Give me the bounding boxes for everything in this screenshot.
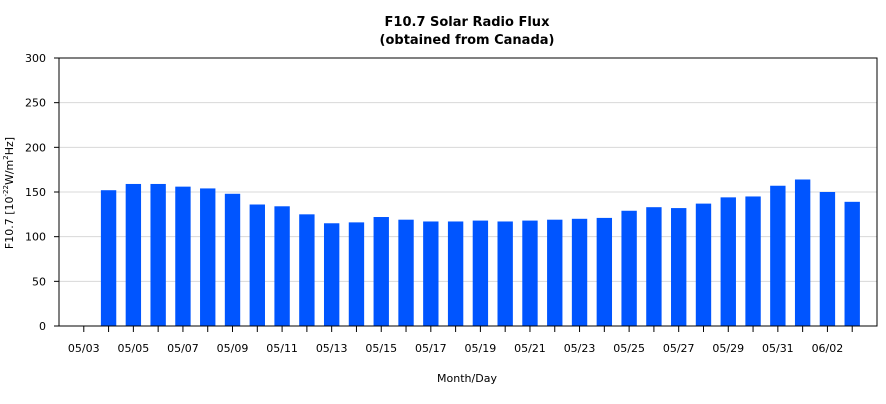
y-axis-label-main: F10.7 [10 bbox=[3, 196, 16, 249]
y-tick-label: 200 bbox=[25, 141, 46, 154]
x-tick-label: 05/11 bbox=[266, 342, 298, 355]
x-tick-label: 05/13 bbox=[316, 342, 348, 355]
bar bbox=[646, 207, 662, 326]
x-tick-label: 05/21 bbox=[514, 342, 546, 355]
bar bbox=[299, 214, 315, 326]
bar bbox=[274, 206, 290, 326]
bar bbox=[423, 221, 439, 326]
bar bbox=[695, 203, 712, 326]
y-tick-label: 300 bbox=[25, 52, 46, 65]
x-tick-label: 05/09 bbox=[217, 342, 249, 355]
bar bbox=[125, 183, 142, 326]
bar bbox=[844, 201, 860, 326]
bar bbox=[249, 204, 265, 326]
bar bbox=[720, 197, 736, 326]
bar bbox=[348, 222, 365, 326]
x-tick-label: 05/07 bbox=[167, 342, 199, 355]
x-axis-label: Month/Day bbox=[437, 372, 497, 385]
chart-subtitle: (obtained from Canada) bbox=[380, 33, 555, 48]
bar bbox=[745, 196, 761, 326]
y-tick-label: 150 bbox=[25, 186, 46, 199]
y-axis-label-exponent: -22 bbox=[2, 185, 10, 196]
x-tick-label: 05/23 bbox=[564, 342, 596, 355]
y-tick-label: 250 bbox=[25, 97, 46, 110]
bar bbox=[497, 221, 513, 326]
bar bbox=[100, 190, 117, 326]
bar bbox=[373, 217, 389, 326]
bar bbox=[200, 188, 216, 326]
x-tick-label: 05/17 bbox=[415, 342, 447, 355]
x-tick-label: 05/31 bbox=[762, 342, 794, 355]
x-tick-label: 05/15 bbox=[365, 342, 397, 355]
bar bbox=[596, 217, 613, 326]
bar bbox=[547, 219, 563, 326]
x-tick-label: 05/19 bbox=[465, 342, 497, 355]
y-axis-label-end: Hz] bbox=[3, 137, 16, 155]
x-tick-label: 05/27 bbox=[663, 342, 695, 355]
bar bbox=[150, 183, 166, 326]
y-axis-label: F10.7 [10-22W/m2Hz] bbox=[2, 137, 16, 249]
bar bbox=[671, 208, 687, 326]
y-axis-label-unit: W/m bbox=[3, 160, 16, 185]
x-axis-ticks: 05/03 05/05 05/07 05/09 05/11 05/13 05/15 05/17… bbox=[68, 326, 853, 355]
y-tick-label: 100 bbox=[25, 231, 46, 244]
bar bbox=[224, 193, 241, 326]
x-tick-label: 05/05 bbox=[118, 342, 150, 355]
y-axis-label-exponent-2: 2 bbox=[2, 155, 10, 159]
x-tick-label: 06/02 bbox=[812, 342, 844, 355]
bar bbox=[770, 185, 786, 326]
bar bbox=[522, 220, 538, 326]
x-tick-label: 05/29 bbox=[712, 342, 744, 355]
bar bbox=[621, 210, 637, 326]
y-axis-ticks: 0 50 100 150 200 250 300 bbox=[25, 52, 59, 333]
x-tick-label: 05/03 bbox=[68, 342, 100, 355]
bar bbox=[398, 219, 414, 326]
x-tick-label: 05/25 bbox=[613, 342, 645, 355]
bar bbox=[571, 218, 588, 326]
bar bbox=[447, 221, 464, 326]
chart-title: F10.7 Solar Radio Flux bbox=[385, 15, 551, 30]
bar bbox=[794, 179, 811, 326]
bar bbox=[819, 192, 836, 326]
bars bbox=[100, 179, 860, 326]
y-tick-label: 0 bbox=[39, 320, 46, 333]
y-tick-label: 50 bbox=[32, 275, 46, 288]
bar bbox=[323, 223, 340, 326]
bar bbox=[175, 186, 191, 326]
bar bbox=[472, 220, 489, 326]
